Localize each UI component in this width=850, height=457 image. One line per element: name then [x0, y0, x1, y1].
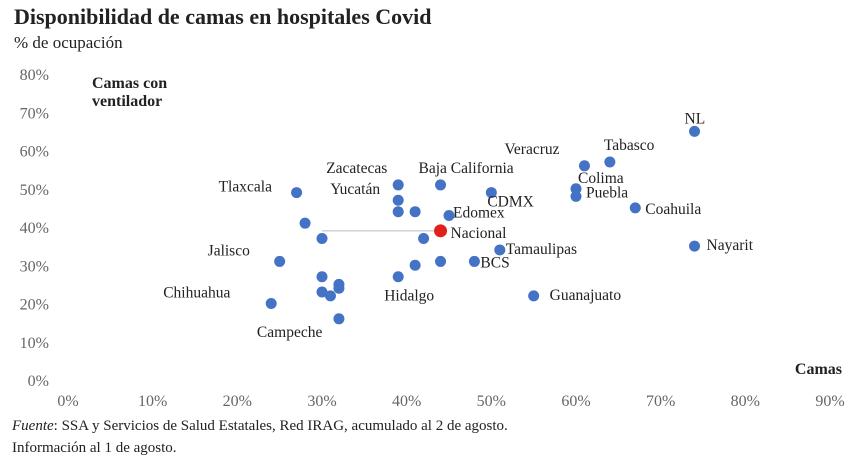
- x-tick-label: 60%: [561, 393, 590, 410]
- data-point: [629, 202, 641, 214]
- data-point: [274, 255, 286, 267]
- data-point: [291, 187, 303, 199]
- y-tick-label: 50%: [20, 182, 49, 199]
- data-point: [604, 156, 616, 168]
- data-label: Puebla: [586, 184, 628, 201]
- data-point: [316, 271, 328, 283]
- data-label: Jalisco: [208, 242, 250, 259]
- x-tick-label: 80%: [731, 393, 760, 410]
- data-label: Tabasco: [604, 137, 655, 154]
- data-point: [494, 244, 506, 256]
- data-label: Baja California: [419, 160, 514, 177]
- data-label: Nayarit: [707, 237, 754, 254]
- data-point: [409, 206, 421, 218]
- y-tick-label: 80%: [20, 67, 49, 84]
- data-point: [333, 313, 345, 325]
- data-label: BCS: [480, 254, 509, 271]
- y-axis-title: Camas con: [92, 75, 167, 92]
- data-point: [435, 255, 447, 267]
- x-axis-title: Camas: [795, 361, 842, 378]
- data-point: [689, 240, 701, 252]
- x-tick-label: 40%: [392, 393, 421, 410]
- data-label: Guanajuato: [550, 287, 622, 304]
- data-label: Hidalgo: [384, 288, 434, 305]
- y-tick-label: 70%: [20, 105, 49, 122]
- data-label: Yucatán: [330, 181, 380, 198]
- data-point: [418, 232, 430, 244]
- data-label: Colima: [578, 170, 624, 187]
- source-text: : SSA y Servicios de Salud Estatales, Re…: [53, 418, 508, 434]
- data-label: NL: [685, 110, 706, 127]
- data-point: [392, 271, 404, 283]
- data-point: [435, 179, 447, 191]
- source-label: Fuente: [12, 418, 54, 434]
- data-point: [570, 190, 582, 202]
- data-label: Chihuahua: [163, 285, 230, 302]
- x-tick-label: 90%: [815, 393, 844, 410]
- data-label: Campeche: [257, 324, 323, 341]
- data-label: Edomex: [453, 205, 505, 222]
- data-point: [324, 290, 336, 302]
- source-note: Fuente: SSA y Servicios de Salud Estatal…: [12, 418, 508, 435]
- data-label: Coahuila: [645, 201, 701, 218]
- data-label: Tamaulipas: [506, 241, 577, 258]
- data-label: Zacatecas: [326, 160, 387, 177]
- x-tick-label: 30%: [307, 393, 336, 410]
- data-point: [392, 206, 404, 218]
- y-axis-title: ventilador: [92, 93, 162, 110]
- data-point: [392, 179, 404, 191]
- data-point: [265, 298, 277, 309]
- x-tick-label: 0%: [57, 393, 78, 410]
- x-tick-label: 10%: [138, 393, 167, 410]
- y-tick-label: 60%: [20, 144, 49, 161]
- y-tick-label: 0%: [28, 373, 49, 390]
- y-tick-label: 30%: [20, 258, 49, 275]
- chart-title: Disponibilidad de camas en hospitales Co…: [14, 4, 432, 29]
- data-point: [333, 282, 345, 294]
- data-point: [528, 290, 540, 302]
- data-point: [570, 183, 582, 195]
- x-tick-label: 50%: [477, 393, 506, 410]
- y-tick-label: 10%: [20, 335, 49, 352]
- data-point: [689, 125, 701, 137]
- x-tick-label: 20%: [223, 393, 252, 410]
- data-point: [443, 210, 455, 222]
- data-point: [316, 286, 328, 298]
- data-point: [409, 259, 421, 271]
- x-tick-label: 70%: [646, 393, 675, 410]
- y-tick-label: 20%: [20, 297, 49, 314]
- data-label: Veracruz: [504, 141, 559, 158]
- data-point: [316, 232, 328, 244]
- chart-subtitle: % de ocupación: [14, 33, 123, 52]
- data-point: [392, 194, 404, 206]
- data-point: [485, 187, 497, 199]
- data-label: Nacional: [451, 225, 507, 242]
- info-note: Información al 1 de agosto.: [12, 440, 177, 456]
- data-point: [468, 255, 480, 267]
- y-tick-label: 40%: [20, 220, 49, 237]
- data-point: [578, 160, 590, 172]
- data-label: Tlaxcala: [219, 179, 272, 196]
- data-point: [299, 217, 311, 229]
- data-label: CDMX: [487, 194, 534, 211]
- highlight-point: [434, 224, 448, 238]
